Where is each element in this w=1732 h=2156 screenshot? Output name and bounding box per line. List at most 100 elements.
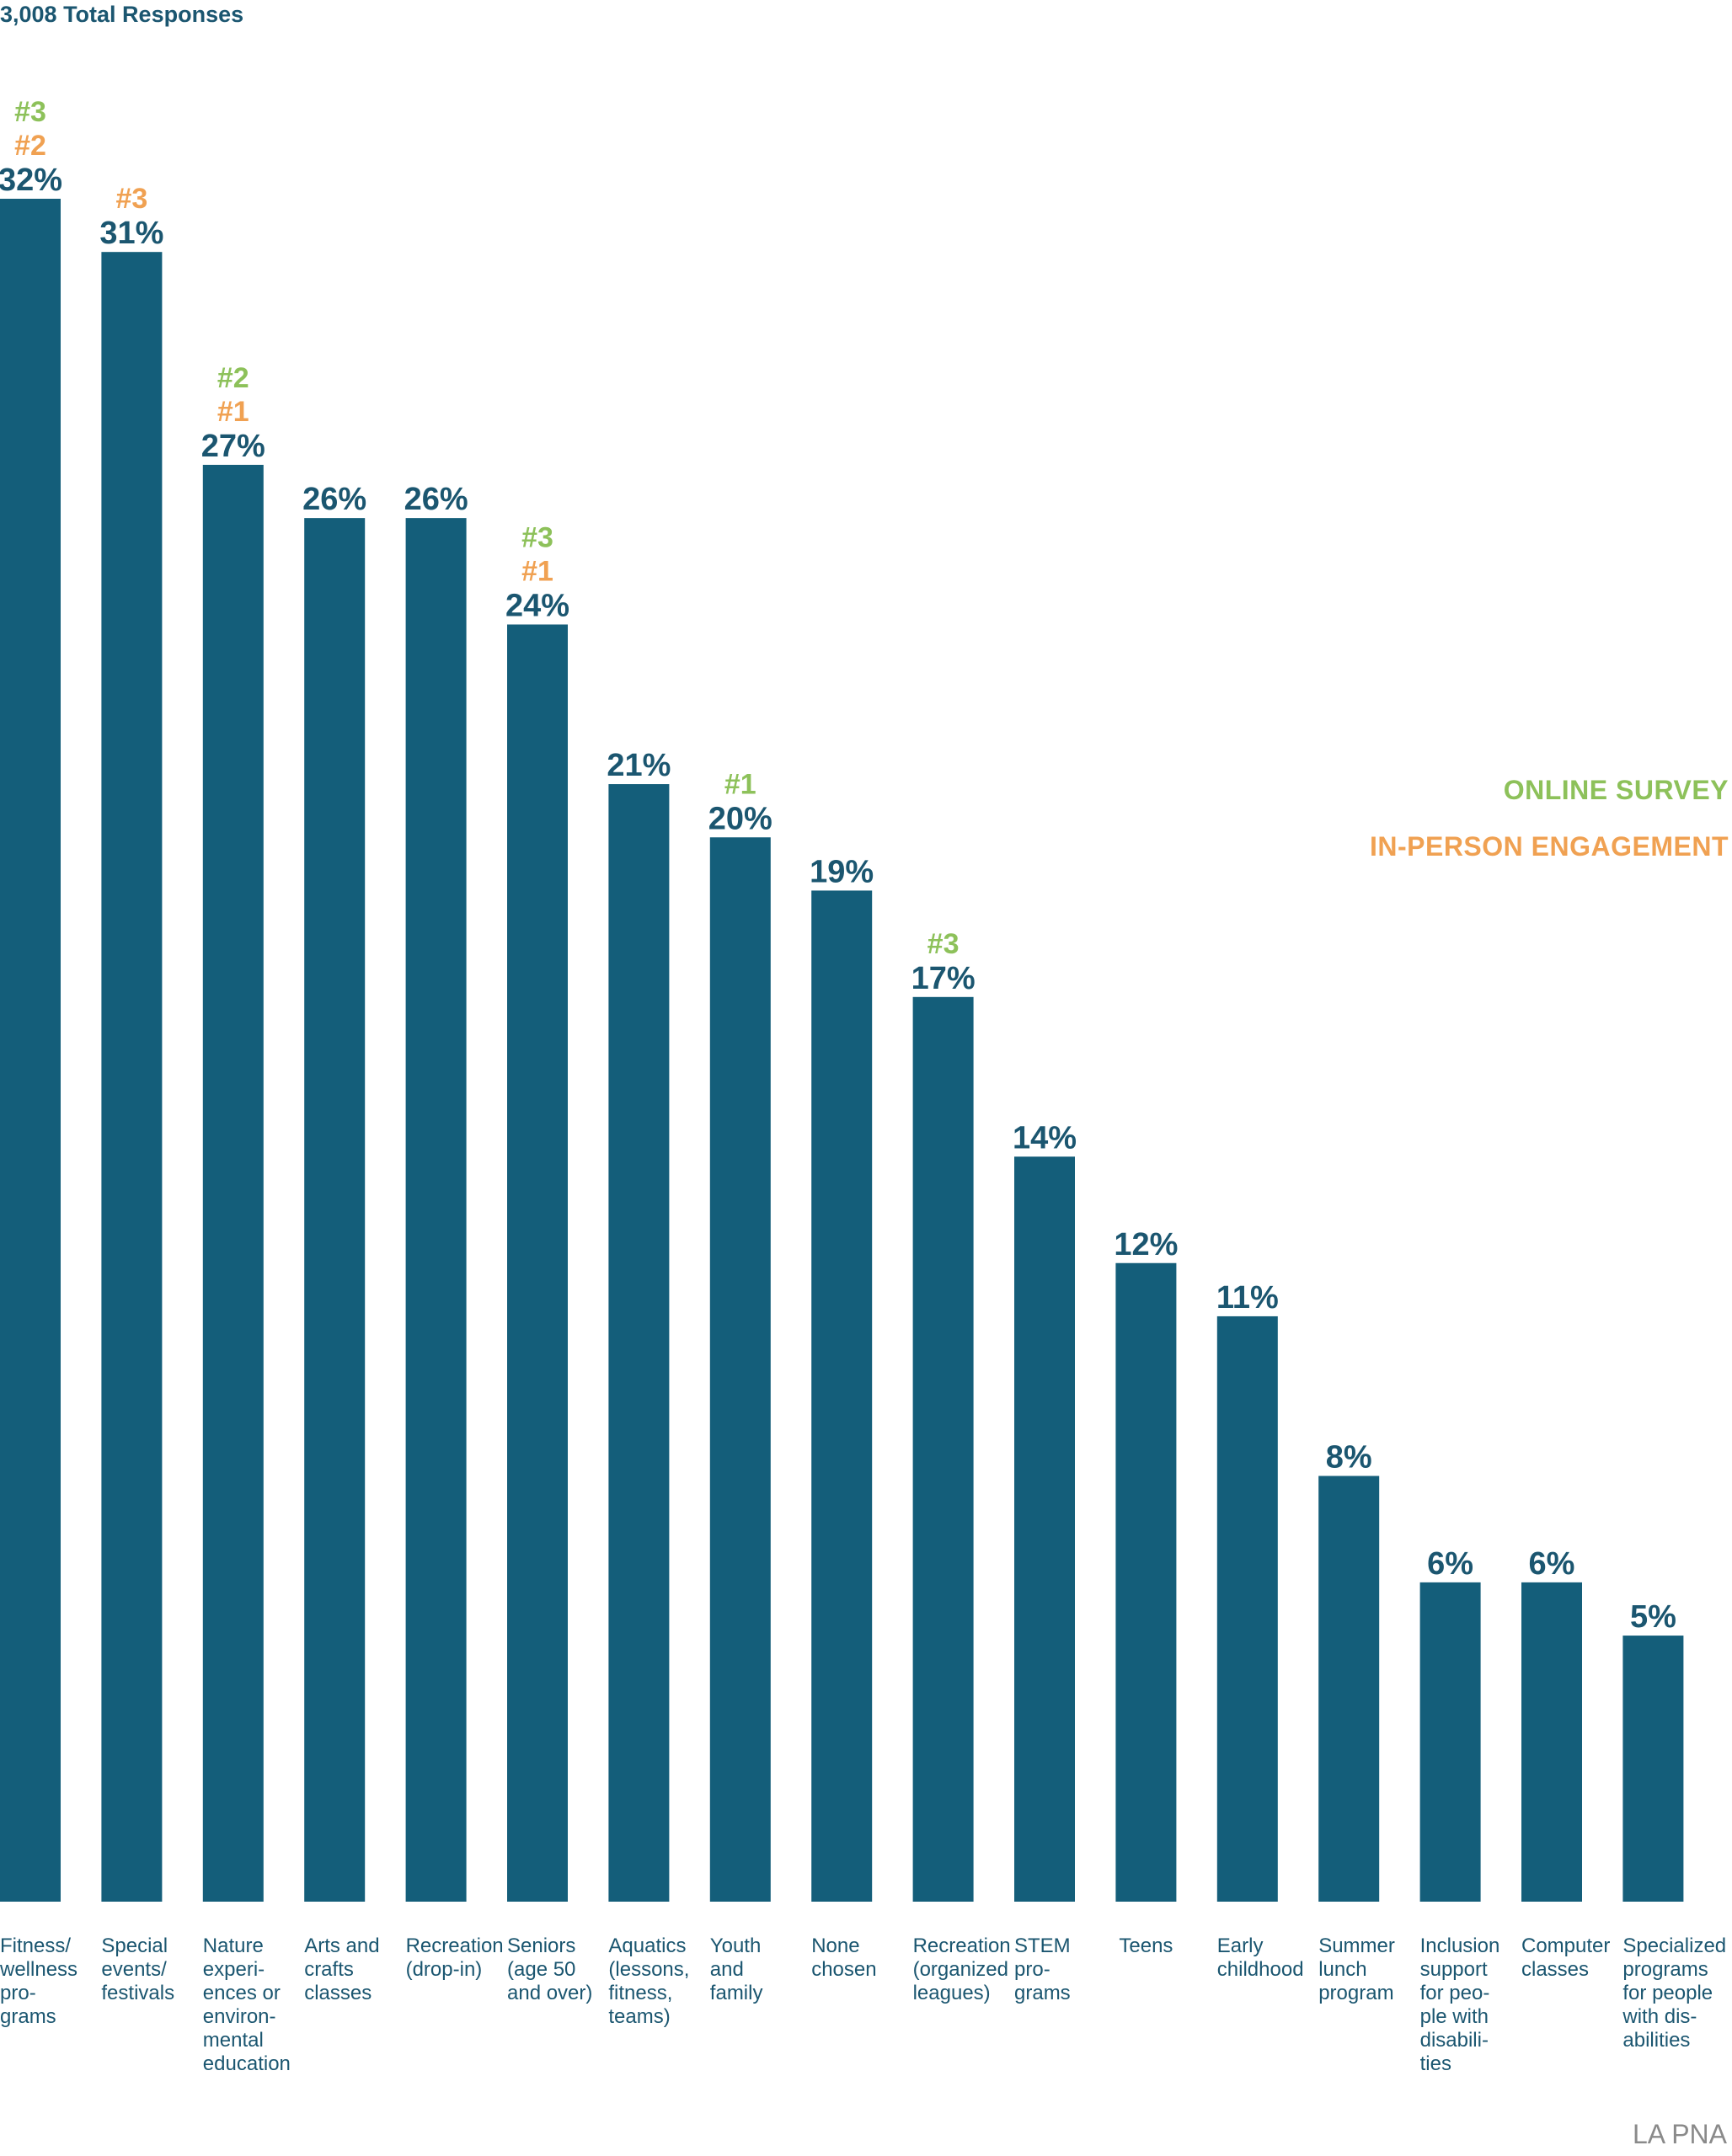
bar-value-label: 20%	[708, 801, 772, 836]
category-label: Computer classes	[1521, 1935, 1610, 1981]
bar-value-label: 17%	[911, 961, 976, 996]
bar	[405, 518, 467, 1902]
bar-value-label: 14%	[1013, 1120, 1077, 1155]
category-label-line: wellness	[0, 1958, 78, 1981]
category-label: Seniors (age 50 and over)	[507, 1935, 592, 2004]
bar-value-label: 6%	[1529, 1546, 1575, 1582]
category-label-line: leagues)	[913, 1982, 991, 2004]
category-label: None chosen	[811, 1935, 876, 1981]
bar	[304, 518, 366, 1902]
bar-value-label: 31%	[99, 216, 163, 251]
bar	[1318, 1476, 1380, 1902]
category-label-line: ties	[1420, 2052, 1451, 2075]
category-label: Special events/festivals	[101, 1935, 174, 2004]
category-label-line: support	[1420, 1958, 1488, 1981]
rank-annotation: #1	[521, 556, 553, 588]
category-label-line: for peo-	[1420, 1982, 1490, 2004]
category-label-line: fitness,	[608, 1982, 672, 2004]
bar-value-label: 5%	[1630, 1599, 1676, 1635]
bar	[202, 464, 264, 1902]
category-label: Nature experi-ences or environ-mental educa…	[203, 1935, 291, 2075]
rank-annotation: #2	[14, 130, 46, 162]
rank-labels-group: #3#2#3#2#1#3#1#1#3	[14, 96, 959, 960]
category-label-line: grams	[0, 2005, 56, 2028]
category-label-line: ences or	[203, 1982, 281, 2004]
rank-annotation: #1	[217, 396, 249, 428]
category-label-line: for people	[1622, 1982, 1713, 2004]
bar	[507, 624, 568, 1902]
category-label-line: pro-	[0, 1982, 36, 2004]
bar-value-label: 19%	[810, 854, 874, 889]
bar-value-label: 21%	[607, 748, 671, 783]
category-label-line: Aquatics	[608, 1935, 686, 1957]
category-label-line: STEM	[1014, 1935, 1071, 1957]
category-label-line: Early	[1217, 1935, 1264, 1957]
rank-annotation: #3	[14, 96, 46, 128]
category-label-line: with dis-	[1622, 2005, 1697, 2028]
category-label-line: Special	[101, 1935, 168, 1957]
bar-value-label: 26%	[302, 482, 366, 517]
category-label-line: Teens	[1119, 1935, 1173, 1957]
category-label: Inclusion support for peo-ple with disabili…	[1420, 1935, 1500, 2075]
rank-annotation: #3	[115, 183, 147, 215]
bar	[1014, 1156, 1075, 1902]
category-label-line: Recreation	[406, 1935, 504, 1957]
bar	[1622, 1636, 1684, 1902]
category-label: STEM pro-grams	[1014, 1935, 1071, 2004]
category-label-line: Summer	[1318, 1935, 1395, 1957]
category-label-line: Fitness/	[0, 1935, 71, 1957]
category-label: Recreation (organized leagues)	[913, 1935, 1011, 2004]
legend-in-person-engagement: IN-PERSON ENGAGEMENT	[1369, 831, 1729, 862]
category-label: Youth and family	[710, 1935, 763, 2004]
category-label-line: grams	[1014, 1982, 1071, 2004]
bar-value-label: 12%	[1114, 1227, 1178, 1262]
category-label-line: classes	[1521, 1958, 1589, 1981]
category-label: Teens	[1119, 1935, 1173, 1957]
category-label-line: pro-	[1014, 1958, 1050, 1981]
bar-value-label: 32%	[0, 163, 62, 198]
category-label-line: Youth	[710, 1935, 762, 1957]
credit-text: LA PNA	[1632, 2119, 1727, 2149]
category-label: Recreation (drop-in)	[406, 1935, 504, 1981]
category-label-line: education	[203, 2052, 291, 2075]
category-label-line: crafts	[304, 1958, 354, 1981]
category-label-line: chosen	[811, 1958, 876, 1981]
bar-value-label: 8%	[1326, 1440, 1372, 1476]
category-label-line: teams)	[608, 2005, 670, 2028]
category-label-line: Specialized	[1622, 1935, 1726, 1957]
category-label-line: ple with	[1420, 2005, 1489, 2028]
category-label-line: disabili-	[1420, 2029, 1489, 2052]
bar-value-label: 26%	[404, 482, 468, 517]
bar	[1115, 1262, 1177, 1902]
category-label-line: Arts and	[304, 1935, 379, 1957]
category-label: Arts and crafts classes	[304, 1935, 379, 2004]
rank-annotation: #3	[927, 928, 960, 960]
bars-group	[0, 199, 1684, 1902]
category-label-line: Nature	[203, 1935, 264, 1957]
category-label-line: Seniors	[507, 1935, 575, 1957]
category-label-line: (lessons,	[608, 1958, 689, 1981]
value-labels-group: 32% 31% 27% 26% 26% 24% 21% 20% 19% 17% 14% 12% 11% 8…	[0, 163, 1676, 1635]
category-label-line: and over)	[507, 1982, 592, 2004]
bar	[101, 252, 163, 1902]
bar	[1419, 1582, 1481, 1902]
rank-annotation: #1	[724, 768, 756, 800]
category-label: Fitness/wellness pro-grams	[0, 1935, 78, 2028]
bar-value-label: 6%	[1427, 1546, 1473, 1582]
bar	[1216, 1315, 1278, 1902]
category-label-line: Recreation	[913, 1935, 1011, 1957]
bar-value-label: 24%	[505, 589, 569, 624]
category-label-line: None	[811, 1935, 859, 1957]
category-label-line: programs	[1622, 1958, 1708, 1981]
legend-online-survey: ONLINE SURVEY	[1503, 775, 1729, 805]
category-label-line: experi-	[203, 1958, 265, 1981]
bar	[0, 199, 61, 1902]
category-label-line: (drop-in)	[406, 1958, 483, 1981]
bar	[608, 784, 670, 1902]
bar	[1521, 1582, 1582, 1902]
bar	[811, 890, 873, 1902]
category-label-line: childhood	[1217, 1958, 1304, 1981]
bar-value-label: 27%	[201, 429, 265, 464]
category-label: Aquatics (lessons, fitness, teams)	[608, 1935, 689, 2028]
